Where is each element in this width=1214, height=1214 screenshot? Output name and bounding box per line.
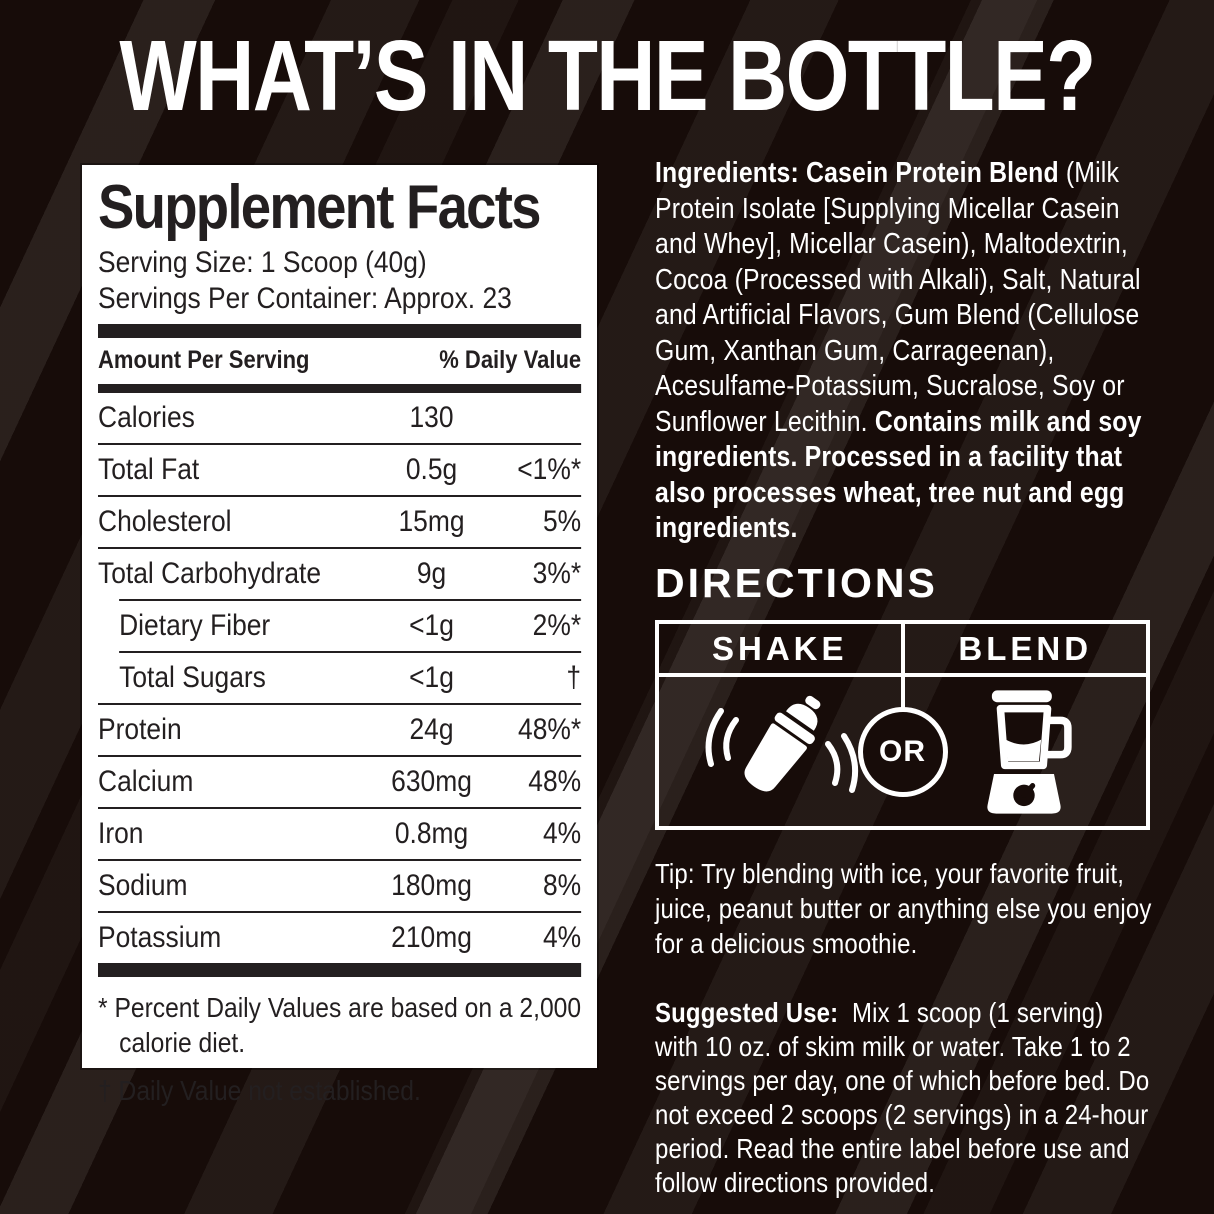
directions-table-header: SHAKE BLEND	[659, 624, 1146, 677]
row-daily-value: 4%	[542, 817, 582, 850]
shaker-icon	[705, 695, 858, 793]
divider-bar	[98, 963, 582, 977]
row-name: Total Sugars	[119, 661, 266, 694]
row-amount: 630mg	[391, 765, 472, 798]
supplement-facts-title: Supplement Facts	[98, 173, 542, 242]
footnote-text: Daily Value not established.	[118, 1075, 421, 1106]
suggested-use-paragraph: Suggested Use: Mix 1 scoop (1 serving) w…	[655, 996, 1152, 1200]
serving-size: Serving Size: 1 Scoop (40g)	[98, 246, 427, 279]
row-name: Sodium	[98, 869, 188, 902]
shake-header-cell: SHAKE	[659, 624, 905, 673]
or-badge: OR	[857, 706, 948, 797]
row-daily-value: <1%*	[517, 453, 582, 486]
column-divider	[900, 677, 905, 711]
table-row: Iron 0.8mg 4%	[98, 807, 582, 859]
footnote-dagger: † Daily Value not established.	[98, 1073, 581, 1108]
footnote-symbol: †	[98, 1075, 112, 1106]
directions-table-body: OR	[659, 677, 1146, 826]
table-row: Total Carbohydrate 9g 3%*	[98, 547, 582, 599]
or-label: OR	[879, 734, 926, 768]
row-amount: 24g	[409, 713, 454, 746]
row-name: Protein	[98, 713, 182, 746]
row-name: Calories	[98, 401, 195, 434]
blend-header-cell: BLEND	[958, 629, 1093, 667]
row-amount: 15mg	[398, 505, 465, 538]
footnote-symbol: *	[98, 992, 108, 1023]
table-row: Calcium 630mg 48%	[98, 755, 582, 807]
row-daily-value: 48%*	[518, 713, 582, 746]
page-title: WHAT’S IN THE BOTTLE?	[119, 20, 1096, 132]
row-amount: 130	[409, 401, 454, 434]
row-daily-value: 2%*	[532, 609, 582, 642]
footnote-text: Percent Daily Values are based on a 2,00…	[114, 992, 582, 1058]
blender-icon	[987, 689, 1072, 814]
table-row: Total Sugars <1g †	[119, 651, 582, 703]
shake-cell	[659, 677, 903, 826]
facts-table: Calories 130 Total Fat 0.5g <1%* Cholest…	[98, 393, 582, 963]
row-amount: 0.5g	[405, 453, 458, 486]
row-name: Cholesterol	[98, 505, 232, 538]
row-amount: 0.8mg	[394, 817, 469, 850]
row-daily-value: †	[566, 661, 582, 694]
suggested-use-body: Mix 1 scoop (1 serving) with 10 oz. of s…	[655, 997, 1150, 1198]
row-amount: 9g	[416, 557, 447, 590]
footnote-daily-values: * Percent Daily Values are based on a 2,…	[98, 990, 581, 1060]
table-row: Sodium 180mg 8%	[98, 859, 582, 911]
supplement-facts-panel: Supplement Facts Serving Size: 1 Scoop (…	[82, 165, 597, 1106]
directions-heading: DIRECTIONS	[655, 560, 938, 606]
supplement-facts-content: Supplement Facts Serving Size: 1 Scoop (…	[98, 173, 582, 1108]
row-daily-value: 48%	[528, 765, 582, 798]
divider-bar	[98, 384, 582, 393]
ingredients-lead: Ingredients: Casein Protein Blend	[655, 157, 1059, 189]
column-header-daily-value: % Daily Value	[439, 346, 582, 374]
row-daily-value: 5%	[542, 505, 582, 538]
allergen-statement: Contains milk and soy ingredients. Proce…	[655, 405, 1142, 545]
row-amount: 180mg	[391, 869, 472, 902]
divider-bar	[98, 324, 582, 338]
row-amount: <1g	[409, 609, 454, 642]
table-row: Potassium 210mg 4%	[98, 911, 582, 963]
ingredients-paragraph: Ingredients: Casein Protein Blend (Milk …	[655, 156, 1152, 547]
row-daily-value: 3%*	[532, 557, 582, 590]
row-name: Dietary Fiber	[119, 609, 271, 642]
table-row: Dietary Fiber <1g 2%*	[119, 599, 582, 651]
ingredients-body: (Milk Protein Isolate [Supplying Micella…	[655, 157, 1141, 438]
table-row: Total Fat 0.5g <1%*	[98, 443, 582, 495]
row-daily-value: 4%	[542, 921, 582, 954]
facts-column-header: Amount Per Serving % Daily Value	[98, 338, 581, 384]
row-name: Total Fat	[98, 453, 200, 486]
blend-cell	[903, 677, 1147, 826]
row-amount: <1g	[409, 661, 454, 694]
row-name: Total Carbohydrate	[98, 557, 322, 590]
row-name: Calcium	[98, 765, 194, 798]
row-name: Iron	[98, 817, 144, 850]
row-amount: 210mg	[391, 921, 472, 954]
table-row: Protein 24g 48%*	[98, 703, 582, 755]
suggested-use-lead: Suggested Use:	[655, 997, 839, 1028]
row-name: Potassium	[98, 921, 222, 954]
table-row: Calories 130	[98, 393, 581, 443]
column-header-amount: Amount Per Serving	[98, 346, 310, 374]
table-row: Cholesterol 15mg 5%	[98, 495, 582, 547]
directions-table: SHAKE BLEND	[655, 620, 1150, 830]
row-daily-value: 8%	[542, 869, 582, 902]
tip-paragraph: Tip: Try blending with ice, your favorit…	[655, 858, 1152, 959]
servings-per-container: Servings Per Container: Approx. 23	[98, 282, 512, 315]
